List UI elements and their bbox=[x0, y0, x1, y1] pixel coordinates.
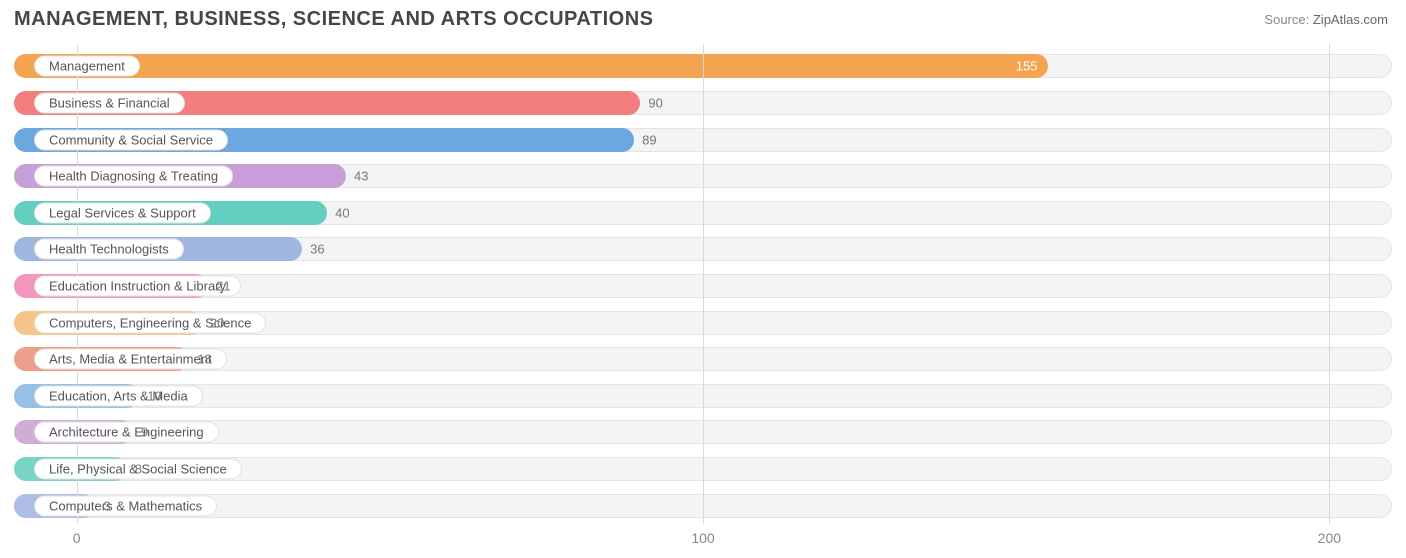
value-label: 8 bbox=[135, 462, 142, 477]
source-value: ZipAtlas.com bbox=[1313, 12, 1388, 27]
category-pill: Computers, Engineering & Science bbox=[34, 312, 266, 333]
category-pill: Business & Financial bbox=[34, 92, 185, 113]
value-label: 18 bbox=[197, 352, 211, 367]
value-label: 3 bbox=[103, 498, 110, 513]
category-pill: Education Instruction & Library bbox=[34, 275, 241, 296]
value-label: 155 bbox=[1016, 59, 1038, 74]
value-label: 40 bbox=[335, 205, 349, 220]
chart-title: MANAGEMENT, BUSINESS, SCIENCE AND ARTS O… bbox=[14, 8, 653, 31]
source-label: Source: bbox=[1264, 12, 1309, 27]
category-pill: Computers & Mathematics bbox=[34, 495, 217, 516]
value-label: 43 bbox=[354, 169, 368, 184]
value-label: 21 bbox=[216, 278, 230, 293]
value-label: 9 bbox=[141, 425, 148, 440]
category-pill: Education, Arts & Media bbox=[34, 385, 203, 406]
category-pill: Legal Services & Support bbox=[34, 202, 211, 223]
category-pill: Management bbox=[34, 56, 140, 77]
value-label: 20 bbox=[210, 315, 224, 330]
value-label: 89 bbox=[642, 132, 656, 147]
grid-line bbox=[1329, 44, 1330, 524]
category-pill: Health Technologists bbox=[34, 239, 184, 260]
category-pill: Health Diagnosing & Treating bbox=[34, 166, 233, 187]
x-tick-label: 0 bbox=[73, 530, 81, 546]
grid-line bbox=[703, 44, 704, 524]
category-pill: Architecture & Engineering bbox=[34, 422, 219, 443]
value-label: 36 bbox=[310, 242, 324, 257]
x-tick-label: 100 bbox=[691, 530, 714, 546]
chart-area: Management155Business & Financial90Commu… bbox=[14, 44, 1392, 550]
x-tick-label: 200 bbox=[1318, 530, 1341, 546]
value-label: 90 bbox=[648, 95, 662, 110]
bar-fill bbox=[14, 54, 1048, 78]
category-pill: Community & Social Service bbox=[34, 129, 228, 150]
source-attribution: Source: ZipAtlas.com bbox=[1264, 12, 1388, 27]
value-label: 10 bbox=[147, 388, 161, 403]
